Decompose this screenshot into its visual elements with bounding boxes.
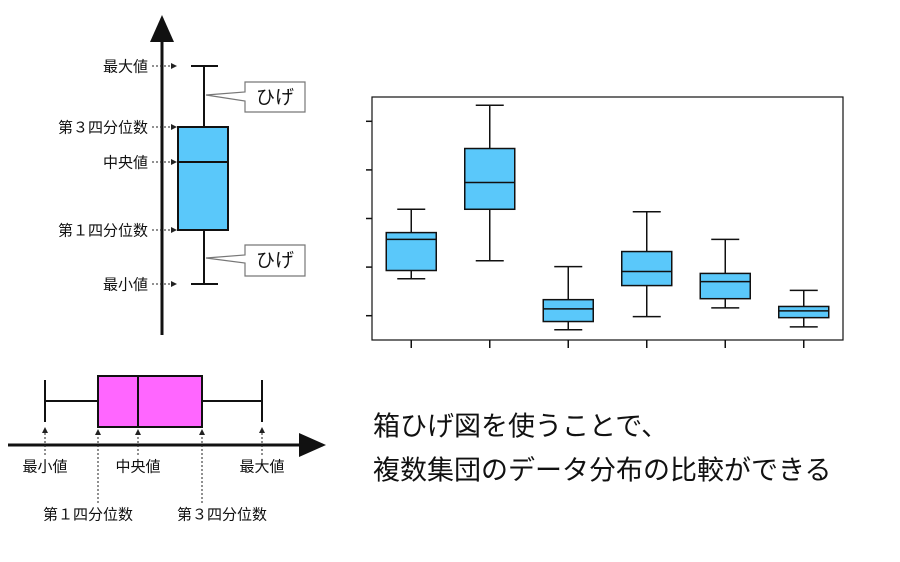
- box: [464, 147, 516, 211]
- caption: 箱ひげ図を使うことで、: [373, 412, 668, 443]
- label: 最大値: [103, 58, 148, 76]
- callout-box: [205, 244, 306, 277]
- label: 中央値: [115, 458, 160, 476]
- horizontal-box-diagram: 最小値 中央値 最大値 第１四分位数 第３四分位数: [8, 375, 326, 524]
- plot-frame: [371, 96, 844, 341]
- box: [542, 298, 594, 323]
- label: 第３四分位数: [177, 506, 267, 524]
- label: 最大値: [239, 458, 284, 476]
- label: 第１四分位数: [58, 222, 148, 240]
- box: [778, 305, 830, 319]
- label: 最小値: [22, 458, 67, 476]
- box: [177, 126, 229, 231]
- caption: 複数集団のデータ分布の比較ができる: [373, 456, 831, 487]
- box: [97, 375, 203, 428]
- callout-box: [205, 81, 306, 113]
- box: [385, 231, 437, 272]
- callout: ひげ: [256, 250, 294, 272]
- box: [699, 272, 751, 300]
- box: [621, 250, 673, 287]
- label: 最小値: [103, 276, 148, 294]
- label: 中央値: [103, 154, 148, 172]
- label: 第３四分位数: [58, 119, 148, 137]
- label: 第１四分位数: [43, 506, 133, 524]
- vertical-box-diagram: 最大値 第３四分位数 中央値 第１四分位数 最小値 ひげ ひげ: [58, 15, 306, 335]
- callout: ひげ: [256, 87, 294, 109]
